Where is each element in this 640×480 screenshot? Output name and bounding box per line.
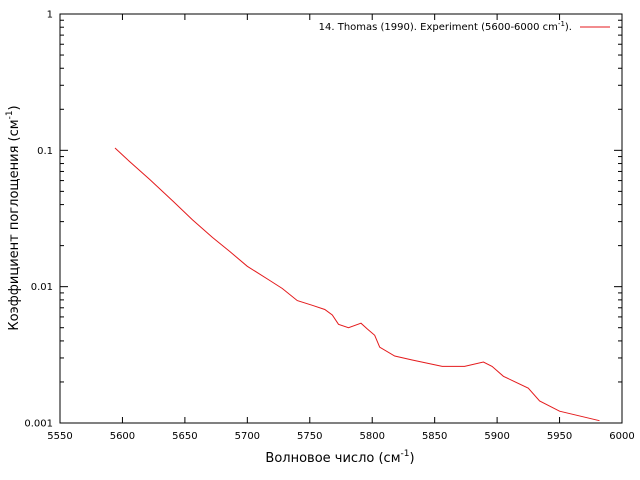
x-tick-label: 5650 [172,431,197,442]
x-axis-title: Волновое число (см-1) [265,449,414,466]
x-axis: 5550 5600 5650 5700 5750 5800 5850 5900 5950 6000 [47,14,635,442]
series-line [114,147,600,422]
plot-frame [59,13,623,424]
x-tick-label: 5950 [547,431,572,442]
x-tick-label: 5850 [422,431,447,442]
legend-label: 14. Thomas (1990). Experiment (5600-6000… [319,20,572,33]
x-tick-label: 5700 [235,431,260,442]
x-tick-label: 6000 [609,431,634,442]
y-tick-label: 0.001 [24,419,53,430]
y-axis: 0.001 0.01 0.1 1 [24,10,622,430]
x-tick-label: 5550 [47,431,72,442]
y-axis-title: Коэффициент поглощения (см-1) [5,105,22,330]
y-tick-label: 0.01 [31,282,53,293]
series-layer [114,147,600,422]
x-tick-label: 5600 [110,431,135,442]
x-tick-label: 5750 [297,431,322,442]
y-tick-label: 0.1 [37,146,53,157]
x-tick-label: 5900 [484,431,509,442]
x-tick-label: 5800 [359,431,384,442]
legend: 14. Thomas (1990). Experiment (5600-6000… [319,20,610,33]
y-tick-label: 1 [47,10,53,21]
